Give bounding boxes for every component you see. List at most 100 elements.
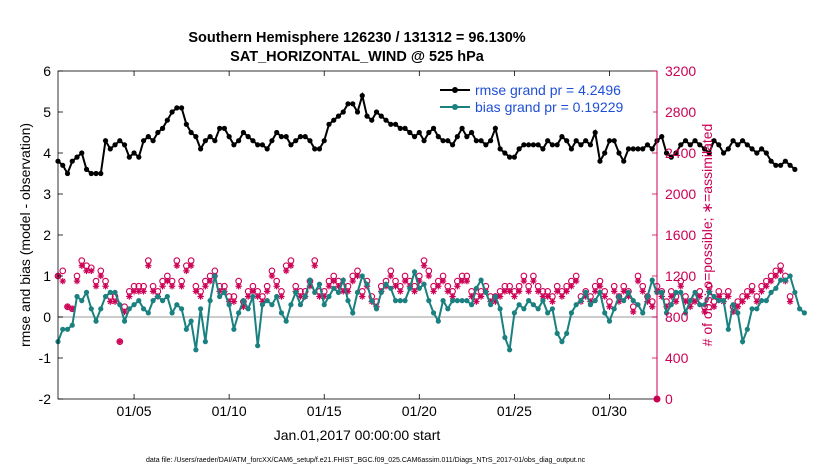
obs-star-stroke <box>331 278 337 284</box>
rmse-point <box>716 142 722 148</box>
bias-point <box>744 326 750 332</box>
bias-point <box>140 306 147 312</box>
rmse-point <box>340 109 346 115</box>
bias-point <box>630 298 636 304</box>
rmse-point <box>102 138 109 144</box>
legend-box <box>435 77 653 117</box>
obs-assimilated-point <box>183 267 190 275</box>
rmse-point <box>69 158 75 164</box>
rmse-point <box>706 150 712 156</box>
bias-point <box>198 306 204 312</box>
bias-point <box>640 310 646 316</box>
rmse-point <box>202 138 208 144</box>
obs-star-stroke <box>74 278 80 284</box>
bias-point <box>307 277 313 283</box>
obs-star-stroke <box>630 309 636 315</box>
bias-point <box>635 302 641 308</box>
bias-point <box>773 285 779 291</box>
rmse-point <box>464 134 470 140</box>
obs-assimilated-point <box>477 293 485 300</box>
rmse-point <box>321 138 327 144</box>
bias-point <box>383 281 389 287</box>
rmse-point <box>592 129 598 136</box>
bias-point <box>797 306 803 312</box>
plot-area <box>58 71 657 399</box>
obs-star-stroke <box>449 293 456 300</box>
bias-point <box>255 343 261 349</box>
y-right-tick-label: 0 <box>665 391 673 407</box>
rmse-point <box>411 134 418 140</box>
obs-assimilated-point <box>744 293 751 300</box>
bias-point <box>402 298 408 304</box>
bias-point <box>269 302 275 308</box>
obs-star-stroke <box>335 283 342 289</box>
obs-assimilated-point <box>725 293 732 300</box>
bias-point <box>283 318 289 324</box>
rmse-point <box>673 150 679 156</box>
obs-star-stroke <box>530 278 537 284</box>
y-left-tick-label: 2 <box>43 227 51 243</box>
obs-star-stroke <box>506 288 513 295</box>
rmse-point <box>468 129 475 136</box>
rmse-point <box>440 138 446 144</box>
obs-star-stroke <box>326 283 332 289</box>
obs-star-stroke <box>202 283 209 289</box>
bias-point <box>326 293 332 300</box>
rmse-point <box>749 146 755 152</box>
bias-point <box>74 293 80 300</box>
obs-assimilated-point <box>701 308 708 316</box>
obs-star-stroke <box>621 288 627 295</box>
obs-assimilated-point <box>525 288 532 295</box>
bias-point <box>682 310 689 316</box>
obs-assimilated-point <box>473 298 480 305</box>
obs-star-stroke <box>264 288 270 295</box>
bias-point <box>697 302 703 308</box>
obs-assimilated-point <box>649 303 656 310</box>
rmse-point <box>331 117 337 123</box>
obs-star-stroke <box>411 288 418 295</box>
bias-series <box>55 268 807 353</box>
rmse-point <box>521 142 527 148</box>
x-tick-label: 01/25 <box>497 403 532 419</box>
rmse-point <box>616 150 622 156</box>
x-tick-label: 01/10 <box>212 403 247 419</box>
rmse-point <box>207 134 213 140</box>
bias-point <box>559 339 565 345</box>
rmse-point <box>421 138 427 144</box>
obs-star-stroke <box>164 278 171 284</box>
obs-assimilated-point <box>411 288 418 295</box>
rmse-point <box>169 109 175 115</box>
obs-assimilated-point <box>572 277 580 285</box>
bias-point <box>359 273 365 279</box>
obs-assimilated-point <box>444 288 452 295</box>
bias-point <box>454 298 460 304</box>
rmse-point <box>145 134 151 140</box>
obs-assimilated-point <box>568 283 575 290</box>
bias-point <box>145 310 151 316</box>
bias-point <box>706 289 712 295</box>
rmse-point <box>540 146 546 152</box>
obs-assimilated-point <box>88 267 95 275</box>
y-axis-label-left: rmse and bias (model - observation) <box>17 123 33 347</box>
obs-star-stroke <box>69 306 75 312</box>
rmse-point <box>174 105 180 111</box>
obs-star-stroke <box>464 278 470 284</box>
obs-assimilated-point <box>430 288 437 295</box>
obs-assimilated-point <box>672 298 680 305</box>
y-right-tick-label: 1200 <box>665 268 696 284</box>
bias-point <box>540 298 546 304</box>
obs-assimilated-point <box>748 288 756 295</box>
bias-point <box>502 334 508 341</box>
rmse-point <box>449 142 456 148</box>
bias-point <box>126 306 132 312</box>
rmse-point <box>488 138 494 144</box>
rmse-point <box>74 154 80 160</box>
obs-star-stroke <box>754 298 760 305</box>
bias-point <box>321 302 327 308</box>
bias-point <box>274 293 280 300</box>
rmse-point <box>121 142 128 148</box>
bias-point <box>264 298 270 304</box>
rmse-point <box>259 142 266 148</box>
rmse-point <box>644 142 651 148</box>
y-left-tick-label: 5 <box>43 104 51 120</box>
